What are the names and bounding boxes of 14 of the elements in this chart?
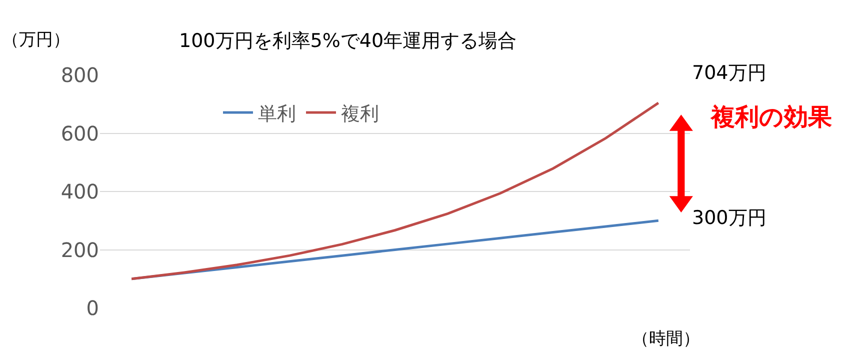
text: 300万円: [692, 207, 766, 229]
line-series: [130, 102, 660, 280]
legend-label: 複利: [341, 102, 379, 125]
x-axis-title: （時間）: [632, 329, 700, 349]
y-tick-label: 800: [60, 63, 99, 87]
y-tick-label: 400: [60, 180, 99, 204]
y-tick-label: 200: [60, 238, 99, 262]
legend-label: 単利: [258, 102, 296, 125]
y-tick-label: 0: [86, 296, 99, 320]
text: 複利の効果: [710, 103, 832, 131]
y-axis-title: （万円）: [2, 30, 70, 50]
y-tick-label: 600: [60, 121, 99, 146]
chart-title: 100万円を利率5%で40年運用する場合: [179, 30, 517, 52]
text: 704万円: [692, 62, 766, 84]
